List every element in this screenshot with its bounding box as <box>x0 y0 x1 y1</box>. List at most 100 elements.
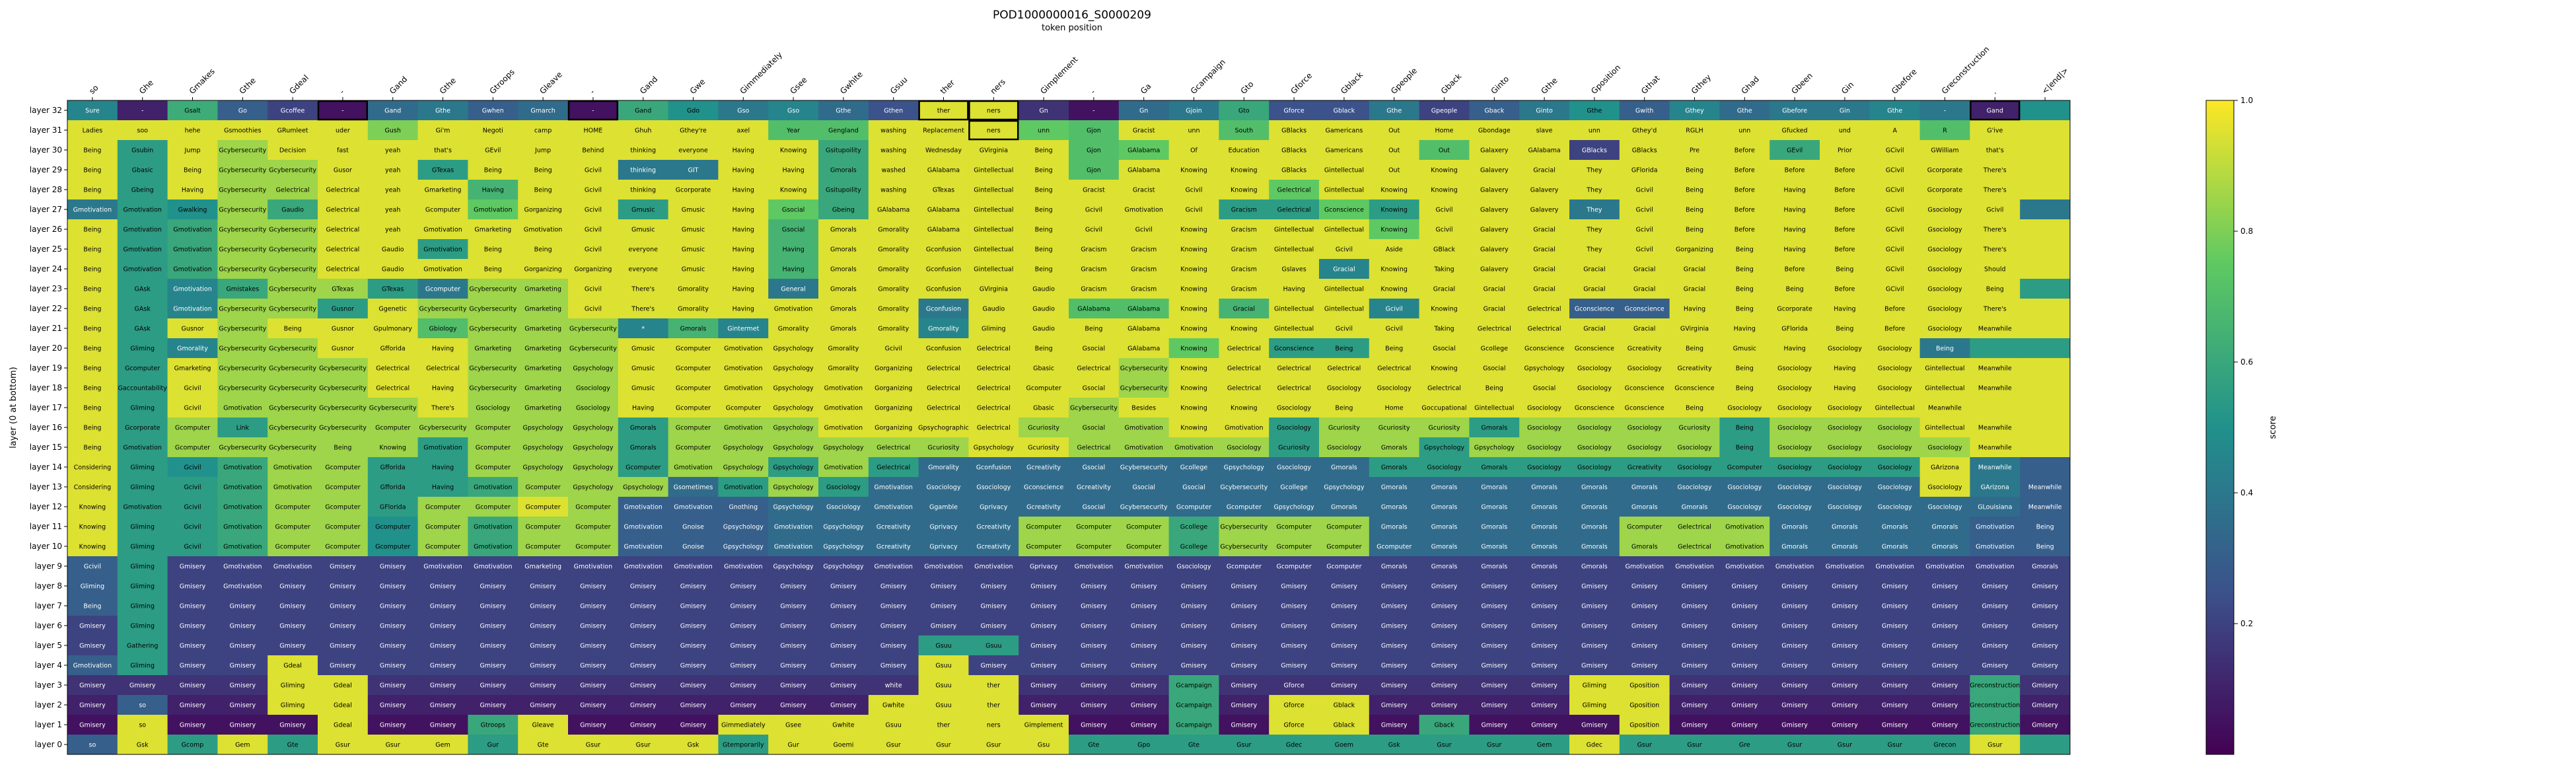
heatmap-cell <box>417 398 468 418</box>
heatmap-cell <box>67 437 118 458</box>
cell-label: Gmorals <box>1682 504 1708 511</box>
cell-label: Galavery <box>1480 187 1509 194</box>
heatmap-cell <box>1219 358 1270 379</box>
heatmap-cell <box>1219 576 1270 597</box>
x-tick-label: ther <box>939 78 956 96</box>
cell-label: Gmarketing <box>524 286 561 293</box>
cell-label: Gslaves <box>1281 266 1306 273</box>
heatmap-cell <box>1669 378 1720 398</box>
cell-label: ther <box>987 682 1001 690</box>
cell-label: Gmisery <box>680 643 707 650</box>
heatmap-cell <box>1770 279 1820 299</box>
heatmap-cell <box>1719 398 1770 418</box>
cell-label: Having <box>482 187 504 194</box>
heatmap-cell <box>1820 279 1871 299</box>
cell-label: Gracial <box>1633 286 1655 293</box>
cell-label: Taking <box>1433 326 1454 333</box>
cell-label: Gsu <box>1038 742 1050 749</box>
heatmap-cell <box>1118 378 1170 398</box>
heatmap-cell <box>1319 536 1370 557</box>
cell-label: GVirginia <box>980 286 1008 293</box>
cell-label: Gsuu <box>935 682 951 690</box>
cell-label: Gmotivation <box>624 524 662 531</box>
cell-label: ther <box>937 722 950 729</box>
heatmap-cell <box>718 477 769 497</box>
heatmap-cell <box>1469 517 1520 537</box>
heatmap-cell <box>1469 378 1520 398</box>
cell-label: Gmisery <box>1081 663 1107 670</box>
heatmap-cell <box>668 358 719 379</box>
heatmap-cell <box>1419 437 1470 458</box>
cell-label: Gte <box>538 742 549 749</box>
heatmap-cell <box>1168 418 1219 438</box>
heatmap-cell <box>1168 735 1219 755</box>
heatmap-cell <box>668 735 719 755</box>
heatmap-cell <box>1069 180 1120 200</box>
heatmap-cell <box>768 576 819 597</box>
cell-label: Gsitupoility <box>826 187 861 194</box>
cell-label: Negoti <box>483 127 503 135</box>
cell-label: Gmusic <box>682 266 705 273</box>
heatmap-cell <box>1319 517 1370 537</box>
heatmap-cell <box>1369 140 1420 161</box>
cell-label: Gmisery <box>430 722 456 729</box>
cell-label: Gjon <box>1087 167 1101 174</box>
cell-label: Knowing <box>1231 326 1258 333</box>
cell-label: Gsociology <box>576 385 610 392</box>
cell-label: Gcybersecurity <box>469 365 517 373</box>
heatmap-cell <box>67 675 118 696</box>
cell-label: Gmotivation <box>1625 563 1663 571</box>
cell-label: Gsocial <box>1182 484 1205 491</box>
cell-label: Gracist <box>1133 127 1155 135</box>
cell-label: Gmisery <box>1482 722 1508 729</box>
heatmap-cell <box>268 259 318 279</box>
cell-label: Gmisery <box>1932 643 1958 650</box>
cell-label: Being <box>1035 187 1053 194</box>
cell-label: Out <box>1439 147 1450 155</box>
heatmap-cell <box>1069 536 1120 557</box>
heatmap-cell <box>1519 497 1570 517</box>
heatmap-cell <box>1619 715 1670 735</box>
heatmap-cell <box>1919 517 1970 537</box>
heatmap-cell <box>417 200 468 220</box>
cell-label: Gpsychology <box>573 365 614 373</box>
cell-label: Gsociology <box>1828 484 1862 491</box>
heatmap-cell <box>1719 239 1770 260</box>
heatmap-cell <box>1469 418 1520 438</box>
heatmap-cell <box>2020 735 2071 755</box>
heatmap-cell <box>718 457 769 478</box>
heatmap-cell <box>868 398 919 418</box>
heatmap-cell <box>1168 497 1219 517</box>
cell-label: Gmotivation <box>73 207 112 214</box>
heatmap-cell <box>117 517 168 537</box>
cell-label: Gintellectual <box>1925 385 1964 392</box>
heatmap-cell <box>868 695 919 715</box>
cell-label: Gsociology <box>1828 445 1862 452</box>
heatmap-cell <box>117 318 168 339</box>
cell-label: Gmisery <box>380 563 406 571</box>
heatmap-cell <box>1519 299 1570 319</box>
cell-label: Gmorals <box>1481 504 1507 511</box>
heatmap-cell <box>1319 437 1370 458</box>
heatmap-cell <box>1069 160 1120 180</box>
heatmap-cell <box>968 655 1019 676</box>
heatmap-cell <box>167 616 218 636</box>
heatmap-cell <box>968 219 1019 240</box>
heatmap-cell <box>1269 675 1320 696</box>
cell-label: Gbefore <box>1782 108 1807 115</box>
heatmap-cell <box>768 418 819 438</box>
heatmap-cell <box>67 180 118 200</box>
y-tick-label: layer 2 <box>34 700 62 709</box>
cell-label: Gcomputer <box>1126 524 1161 531</box>
cell-label: Gmotivation <box>674 464 712 472</box>
heatmap-cell <box>468 299 519 319</box>
heatmap-cell <box>918 100 969 121</box>
heatmap-cell <box>1319 497 1370 517</box>
heatmap-cell <box>318 279 369 299</box>
cell-label: Gcreativity <box>976 524 1011 531</box>
cell-label: Gmisery <box>1231 583 1258 591</box>
cell-label: Gintellectual <box>974 187 1013 194</box>
heatmap-cell <box>1319 715 1370 735</box>
cell-label: Gdeal <box>334 682 352 690</box>
cell-label: Gmisery <box>1982 623 2009 630</box>
